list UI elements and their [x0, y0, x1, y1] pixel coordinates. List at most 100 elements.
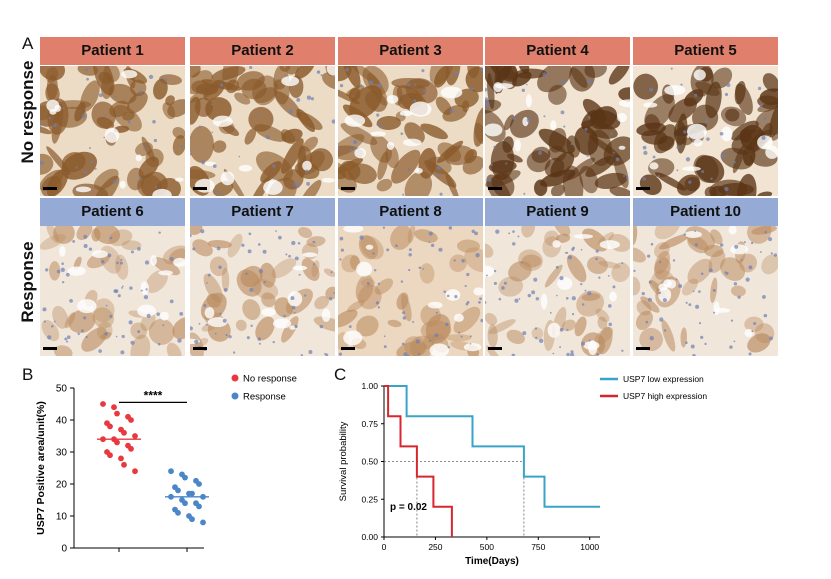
lumen — [152, 188, 172, 196]
nucleus — [116, 261, 119, 265]
stain-region — [194, 337, 209, 348]
nucleus — [612, 285, 616, 289]
nucleus — [107, 253, 112, 258]
nucleus — [61, 280, 65, 284]
data-point — [114, 439, 120, 446]
nucleus — [571, 312, 575, 316]
stain-region — [550, 183, 565, 196]
lumen — [473, 287, 483, 296]
stain-region — [151, 256, 181, 276]
x-tick-label: 0 — [382, 542, 387, 552]
data-point — [111, 404, 117, 411]
nucleus — [523, 192, 526, 195]
nucleus — [283, 314, 286, 318]
lumen — [343, 226, 364, 233]
nucleus — [66, 272, 70, 277]
stain-region — [212, 140, 227, 153]
x-tick-label: 750 — [531, 542, 545, 552]
stain-region — [41, 319, 60, 342]
nucleus — [501, 286, 505, 290]
nucleus — [512, 242, 516, 246]
nucleus — [42, 307, 47, 312]
lumen — [160, 311, 169, 321]
nucleus — [443, 290, 447, 293]
nucleus — [675, 278, 678, 281]
stain-region — [449, 254, 467, 272]
stain-region — [747, 333, 771, 353]
nucleus — [700, 335, 704, 339]
nucleus — [143, 147, 147, 150]
data-point — [118, 455, 124, 462]
stain-region — [445, 334, 472, 342]
patient-header: Patient 4 — [485, 37, 630, 65]
nucleus — [763, 313, 768, 318]
nucleus — [294, 256, 299, 261]
stain-region — [407, 226, 416, 244]
legend-label: USP7 high expression — [623, 391, 707, 401]
nucleus — [761, 294, 766, 299]
stain-region — [506, 329, 525, 345]
stain-region — [566, 135, 581, 158]
nucleus — [719, 243, 724, 247]
stain-region — [618, 87, 630, 102]
stain-region — [420, 123, 448, 140]
patient-header: Patient 9 — [485, 198, 630, 226]
lumen — [194, 178, 215, 193]
stain-region — [404, 171, 433, 196]
nucleus — [570, 350, 574, 354]
nucleus — [680, 83, 683, 86]
nucleus — [200, 229, 205, 234]
nucleus — [588, 116, 591, 119]
nucleus — [353, 146, 357, 150]
stain-region — [45, 83, 60, 104]
nucleus — [648, 280, 652, 284]
nucleus — [724, 92, 729, 97]
nucleus — [386, 248, 390, 252]
nucleus — [222, 318, 227, 323]
data-point — [121, 429, 127, 436]
nucleus — [757, 86, 762, 91]
nucleus — [349, 148, 353, 152]
lumen — [618, 99, 630, 108]
nucleus — [113, 180, 117, 184]
histology-image — [40, 66, 185, 196]
nucleus — [262, 249, 267, 254]
nucleus — [400, 132, 404, 135]
histology-texture — [485, 226, 630, 356]
histology-texture — [338, 226, 483, 356]
nucleus — [567, 255, 573, 260]
lumen — [54, 104, 62, 112]
nucleus — [265, 135, 270, 140]
histology-image — [190, 226, 335, 356]
histology-image — [338, 66, 483, 196]
nucleus — [153, 138, 158, 143]
nucleus — [561, 79, 566, 84]
nucleus — [408, 253, 412, 257]
nucleus — [164, 78, 168, 82]
histology-texture — [338, 66, 483, 196]
lumen — [440, 86, 463, 99]
nucleus — [144, 260, 150, 265]
stain-region — [338, 169, 347, 180]
nucleus — [559, 346, 562, 349]
lumen — [765, 145, 778, 159]
lumen — [744, 328, 753, 338]
nucleus — [495, 229, 500, 234]
lumen — [302, 252, 318, 258]
lumen — [588, 340, 598, 356]
nucleus — [521, 88, 525, 92]
data-point — [189, 490, 195, 497]
nucleus — [508, 232, 511, 235]
nucleus — [295, 183, 300, 188]
nucleus — [100, 259, 105, 264]
nucleus — [219, 312, 222, 315]
stain-region — [341, 66, 361, 89]
nucleus — [310, 97, 314, 101]
data-point — [107, 423, 113, 430]
data-point — [107, 452, 113, 459]
lumen — [693, 139, 703, 147]
y-tick-label: 0.00 — [361, 532, 378, 542]
nucleus — [258, 342, 261, 345]
scale-bar — [43, 187, 57, 190]
nucleus — [330, 271, 333, 274]
